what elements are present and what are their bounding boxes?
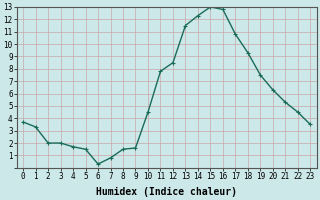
X-axis label: Humidex (Indice chaleur): Humidex (Indice chaleur) xyxy=(96,186,237,197)
